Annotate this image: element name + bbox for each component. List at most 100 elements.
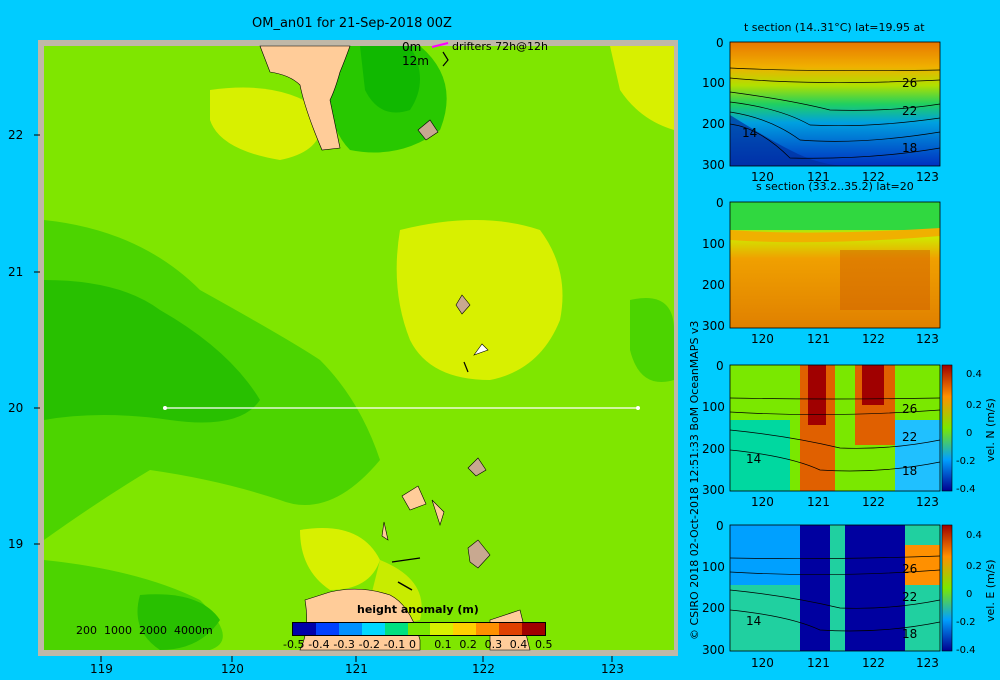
panel3-xtick: 123 — [916, 495, 939, 509]
panel1-contour-label: 26 — [902, 76, 918, 90]
panel3-xtick: 122 — [862, 495, 885, 509]
panel4-ytick: 300 — [702, 643, 725, 657]
section-panels — [729, 41, 953, 652]
panel2-ytick: 0 — [716, 196, 724, 210]
panel3-xtick: 121 — [807, 495, 830, 509]
panel1-xtick: 122 — [862, 170, 885, 184]
colorbar-tick: -0.3 — [333, 638, 355, 651]
colorbar-tick: 0.3 — [484, 638, 503, 651]
colorbar-swatch — [522, 623, 545, 635]
panel1-contour-label: 22 — [902, 104, 918, 118]
lat-tick: 21 — [8, 265, 24, 279]
panel3-cbar-tick: -0.2 — [956, 456, 976, 467]
panel1-contour-label: 14 — [742, 126, 758, 140]
panel4-cbar-tick: -0.2 — [956, 617, 976, 628]
panel3-contour-label: 18 — [902, 464, 918, 478]
panel3-contour-label: 14 — [746, 452, 762, 466]
colorbar-swatch — [499, 623, 523, 635]
height-anomaly-colorbar — [292, 622, 546, 636]
colorbar-ticks: -0.5 -0.4 -0.3 -0.2 -0.1 0 0.1 0.2 0.3 0.4 0.5 — [283, 638, 553, 652]
map-drifter-label-12m: 12m — [402, 54, 429, 68]
panel3-cbar-label: vel. N (m/s) — [984, 398, 997, 462]
colorbar-tick: 0 — [409, 638, 416, 651]
colorbar-swatch — [361, 623, 385, 635]
colorbar-tick: 0.2 — [459, 638, 477, 651]
colorbar-swatch — [476, 623, 500, 635]
panel4-ytick: 100 — [702, 560, 725, 574]
colorbar-tick: -0.4 — [308, 638, 330, 651]
panel4-cbar-tick: -0.4 — [956, 645, 976, 656]
panel3-ytick: 0 — [716, 359, 724, 373]
panel3-cbar-tick: 0.2 — [966, 400, 982, 411]
panel2-xtick: 121 — [807, 332, 830, 346]
panel3-xtick: 120 — [751, 495, 774, 509]
colorbar-tick: 0.4 — [509, 638, 528, 651]
colorbar-swatch — [407, 623, 431, 635]
colorbar-tick: 0.1 — [434, 638, 452, 651]
panel4-xtick: 121 — [807, 656, 830, 670]
lat-tick: 22 — [8, 128, 24, 142]
panel3-contour-label: 22 — [902, 430, 918, 444]
panel1-contour-label: 18 — [902, 141, 918, 155]
panel2-xtick: 122 — [862, 332, 885, 346]
panel1-ytick: 100 — [702, 76, 725, 90]
colorbar-swatch — [293, 623, 316, 635]
lon-tick: 121 — [345, 662, 368, 676]
lon-tick: 120 — [221, 662, 244, 676]
panel2-xtick: 123 — [916, 332, 939, 346]
panel4-xtick: 122 — [862, 656, 885, 670]
panel4-ytick: 0 — [716, 519, 724, 533]
colorbar-tick: -0.2 — [358, 638, 381, 651]
panel4-xtick: 120 — [751, 656, 774, 670]
colorbar-swatch — [453, 623, 477, 635]
depth-legend: 200 1000 2000 4000m — [76, 624, 213, 637]
panel4-cbar-tick: 0.4 — [966, 530, 982, 541]
panel3-contour-label: 26 — [902, 402, 918, 416]
colorbar-title: height anomaly (m) — [357, 603, 479, 616]
credit-text: © CSIRO 2018 02-Oct-2018 12:51:33 BoM Oc… — [688, 320, 701, 640]
lon-tick: 122 — [472, 662, 495, 676]
panel3-ytick: 200 — [702, 442, 725, 456]
colorbar-swatch — [430, 623, 454, 635]
colorbar-swatch — [384, 623, 408, 635]
panel2-ytick: 200 — [702, 278, 725, 292]
panel3-ytick: 100 — [702, 400, 725, 414]
lon-tick: 123 — [601, 662, 624, 676]
panel4-contour-label: 14 — [746, 614, 762, 628]
panel1-ytick: 300 — [702, 158, 725, 172]
panel4-ytick: 200 — [702, 601, 725, 615]
panel3-cbar-tick: -0.4 — [956, 484, 976, 495]
panel2-ytick: 100 — [702, 237, 725, 251]
panel-title-temperature: t section (14..31°C) lat=19.95 at — [744, 21, 925, 34]
lon-tick: 119 — [90, 662, 113, 676]
panel4-contour-label: 22 — [902, 590, 918, 604]
panel1-xtick: 123 — [916, 170, 939, 184]
panel4-contour-label: 18 — [902, 627, 918, 641]
panel2-ytick: 300 — [702, 319, 725, 333]
panel3-cbar-tick: 0.4 — [966, 369, 982, 380]
colorbar-tick: -0.1 — [383, 638, 406, 651]
lat-tick: 19 — [8, 537, 24, 551]
panel1-ytick: 200 — [702, 117, 725, 131]
panel3-cbar-tick: 0 — [966, 428, 973, 439]
colorbar-swatch — [315, 623, 339, 635]
panel1-xtick: 121 — [807, 170, 830, 184]
map-drifter-legend: drifters 72h@12h — [452, 40, 549, 53]
main-map — [34, 40, 678, 662]
panel1-ytick: 0 — [716, 36, 724, 50]
lat-tick: 20 — [8, 401, 24, 415]
colorbar-tick: 0.5 — [535, 638, 553, 651]
colorbar-swatch — [338, 623, 362, 635]
panel4-cbar-tick: 0 — [966, 589, 973, 600]
panel1-xtick: 120 — [751, 170, 774, 184]
map-drifter-label-0m: 0m — [402, 40, 422, 54]
panel4-xtick: 123 — [916, 656, 939, 670]
panel4-cbar-tick: 0.2 — [966, 561, 982, 572]
panel-title-salinity: s section (33.2..35.2) lat=20 — [756, 180, 914, 193]
map-title: OM_an01 for 21-Sep-2018 00Z — [252, 16, 452, 31]
panel4-contour-label: 26 — [902, 562, 918, 576]
panel3-ytick: 300 — [702, 483, 725, 497]
colorbar-tick: -0.5 — [283, 638, 305, 651]
panel4-cbar-label: vel. E (m/s) — [984, 559, 997, 622]
panel2-xtick: 120 — [751, 332, 774, 346]
